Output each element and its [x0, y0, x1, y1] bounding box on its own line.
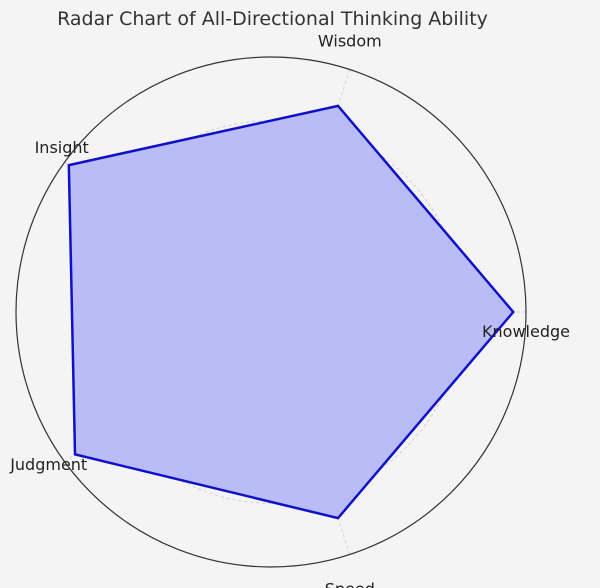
- outer-ring: [15, 56, 527, 568]
- axis-label-judgment: Judgment: [9, 455, 87, 474]
- series-line: [67, 104, 515, 520]
- radar-data: [67, 104, 515, 520]
- series-area: [68, 105, 514, 519]
- axis-label-speed: Speed: [325, 580, 375, 588]
- axis-labels: Knowledge Wisdom Insight Judgment Speed: [9, 31, 570, 588]
- chart-title: Radar Chart of All-Directional Thinking …: [57, 8, 488, 30]
- axis-label-knowledge: Knowledge: [482, 322, 570, 341]
- axis-label-wisdom: Wisdom: [318, 31, 382, 50]
- axis-label-insight: Insight: [35, 138, 89, 157]
